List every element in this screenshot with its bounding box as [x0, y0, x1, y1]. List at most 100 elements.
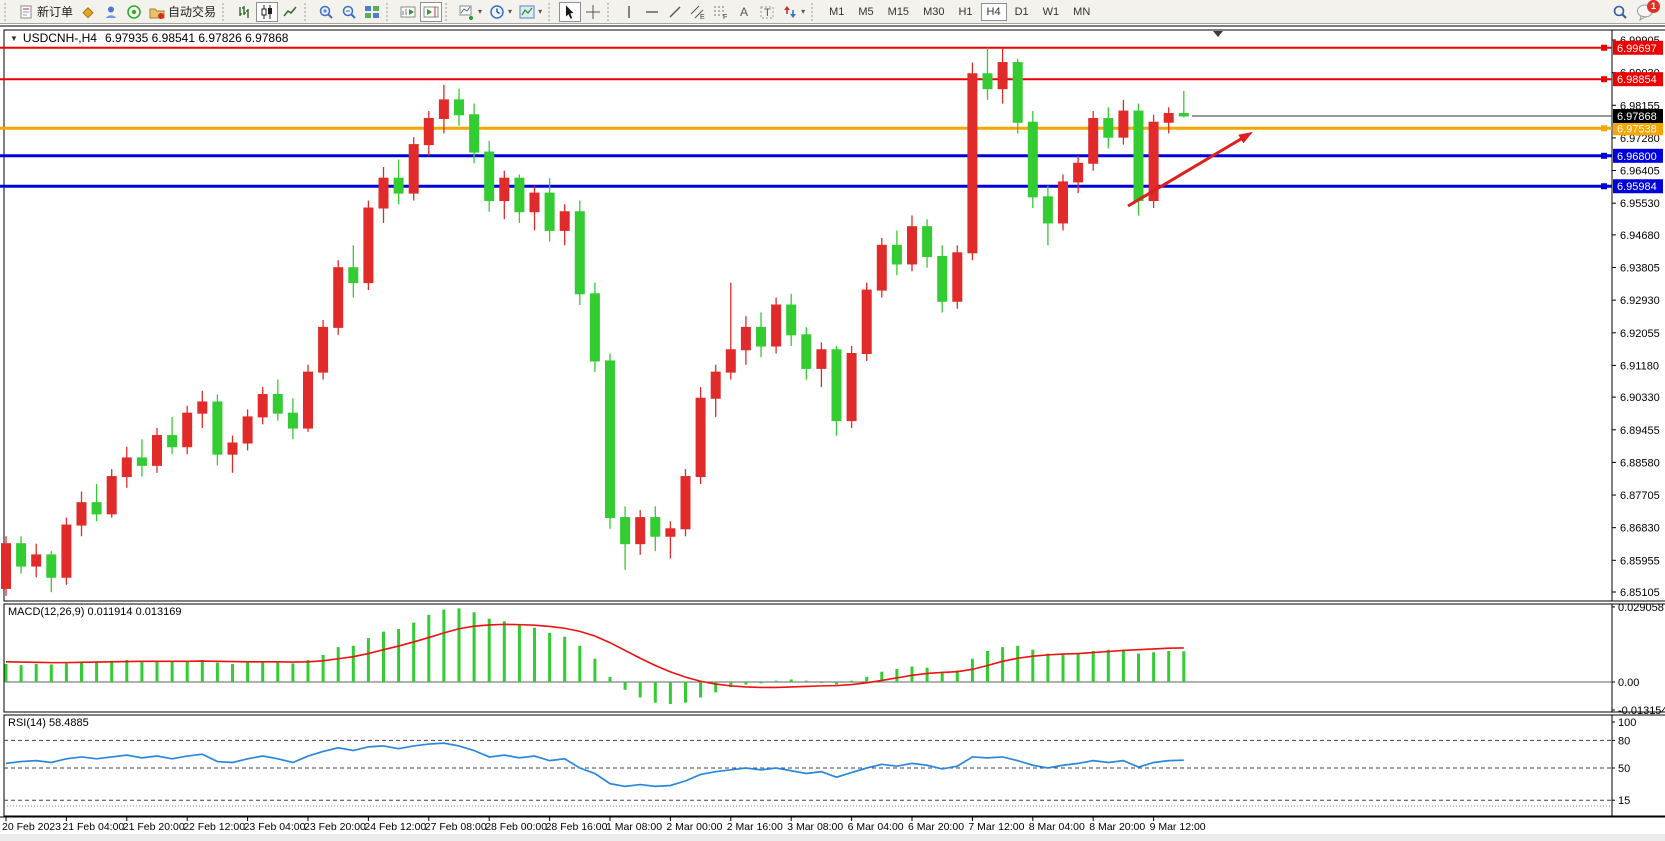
bar-chart-button[interactable] — [233, 2, 255, 22]
search-button[interactable] — [1609, 2, 1631, 22]
macd-histogram-bar — [502, 621, 506, 682]
timeframe-h4-button[interactable]: H4 — [980, 3, 1007, 21]
toolbar-grip[interactable] — [811, 2, 818, 21]
macd-histogram-bar — [442, 609, 446, 682]
macd-histogram-bar — [608, 676, 612, 682]
macd-histogram-bar — [185, 661, 189, 682]
crosshair-button[interactable] — [582, 2, 604, 22]
macd-histogram-bar — [1091, 650, 1095, 682]
indicators-button[interactable]: ▾ — [456, 2, 485, 22]
candle-body — [1088, 118, 1099, 164]
zoom-in-button[interactable] — [315, 2, 337, 22]
chart-shift-icon — [423, 4, 439, 20]
timeframe-m15-button[interactable]: M15 — [887, 6, 910, 18]
chevron-down-icon: ▾ — [478, 6, 483, 16]
candle-body — [982, 73, 993, 90]
chart-shift-button[interactable] — [420, 1, 443, 22]
macd-histogram-bar — [744, 682, 748, 685]
candle-body — [756, 326, 766, 347]
timeframe-m1-button[interactable]: M1 — [829, 6, 845, 18]
macd-histogram-bar — [336, 647, 340, 682]
macd-histogram-bar — [684, 682, 687, 703]
macd-histogram-bar — [64, 663, 68, 682]
price-axis-tick: 6.88580 — [1620, 457, 1660, 469]
template-chart-icon — [519, 4, 535, 20]
timeframe-m30-button[interactable]: M30 — [923, 6, 945, 18]
rsi-axis-label: 50 — [1618, 763, 1630, 775]
equidistant-channel-button[interactable]: E — [687, 2, 709, 22]
toolbar-grip[interactable] — [4, 2, 11, 21]
text-button[interactable]: A — [733, 2, 755, 22]
chevron-down-icon: ▾ — [508, 6, 513, 16]
candle-body — [650, 517, 661, 537]
macd-histogram-bar — [110, 660, 114, 682]
time-axis-label: 7 Mar 12:00 — [968, 821, 1024, 833]
fibonacci-button[interactable]: F — [710, 2, 732, 22]
auto-trading-label: 自动交易 — [168, 5, 217, 19]
candle-body — [786, 304, 797, 336]
auto-trading-button[interactable]: 自动交易 — [146, 2, 219, 22]
trendline-button[interactable] — [664, 2, 686, 22]
toolbar-grip[interactable] — [222, 2, 229, 21]
rsi-line — [5, 742, 1184, 788]
candle-body — [197, 401, 208, 414]
macd-histogram-bar — [80, 661, 83, 682]
time-axis-label: 2 Mar 16:00 — [727, 821, 783, 833]
auto-scroll-button[interactable] — [397, 2, 419, 22]
macd-histogram-bar — [819, 682, 823, 683]
chart-shift-marker[interactable] — [1213, 31, 1223, 37]
clock-icon — [489, 4, 505, 20]
candle-body — [484, 151, 495, 202]
macd-histogram-bar — [955, 670, 959, 682]
candle-body — [529, 192, 540, 213]
macd-histogram-bar — [865, 676, 869, 682]
crosshair-icon — [585, 4, 601, 20]
timeframe-w1-button[interactable]: W1 — [1042, 6, 1060, 18]
candle-body — [922, 226, 933, 258]
text-label-button[interactable]: T — [756, 2, 778, 22]
macd-axis-label: 0.00 — [1618, 677, 1639, 689]
macd-histogram-bar — [623, 682, 627, 690]
time-axis-label: 21 Feb 04:00 — [62, 821, 124, 833]
toolbar-grip[interactable] — [445, 2, 452, 21]
metaeditor-button[interactable] — [77, 2, 99, 22]
vertical-line-button[interactable] — [618, 2, 640, 22]
chart-pane[interactable] — [3, 603, 1613, 713]
tile-windows-button[interactable] — [361, 2, 383, 22]
macd-histogram-bar — [49, 664, 53, 682]
market-button[interactable] — [100, 2, 122, 22]
signals-button[interactable] — [123, 2, 145, 22]
chat-button[interactable]: 1 — [1635, 0, 1660, 22]
macd-histogram-bar — [95, 661, 99, 682]
toolbar-grip[interactable] — [386, 2, 393, 21]
macd-histogram-bar — [986, 650, 989, 682]
candle-body — [1103, 118, 1114, 138]
chart-pane[interactable] — [3, 714, 1613, 817]
zoom-out-button[interactable] — [338, 2, 360, 22]
collapse-triangle-icon[interactable]: ▼ — [10, 34, 18, 43]
timeframe-d1-button[interactable]: D1 — [1014, 6, 1029, 18]
candlestick-button[interactable] — [256, 1, 279, 22]
chart-pane[interactable] — [3, 29, 1613, 602]
notification-badge: 1 — [1647, 0, 1660, 13]
timeframe-m5-button[interactable]: M5 — [858, 6, 874, 18]
toolbar-grip[interactable] — [304, 2, 311, 21]
horizontal-line-button[interactable] — [641, 2, 663, 22]
candle-body — [408, 144, 419, 194]
macd-histogram-bar — [4, 663, 8, 682]
periods-button[interactable]: ▾ — [486, 2, 515, 22]
line-chart-button[interactable] — [279, 2, 301, 22]
timeframe-mn-button[interactable]: MN — [1073, 6, 1091, 18]
toolbar-grip[interactable] — [607, 2, 614, 21]
candle-body — [46, 554, 57, 578]
toolbar-grip[interactable] — [548, 2, 555, 21]
timeframe-h1-button[interactable]: H1 — [958, 6, 973, 18]
cursor-button[interactable] — [559, 1, 582, 22]
svg-text:6.97868: 6.97868 — [1617, 111, 1657, 123]
trend-arrow-annotation[interactable] — [1127, 134, 1247, 208]
arrows-button[interactable]: ▾ — [779, 2, 808, 22]
new-order-button[interactable]: 新订单 — [15, 2, 76, 22]
templates-button[interactable]: ▾ — [516, 2, 545, 22]
svg-text:6.98854: 6.98854 — [1617, 74, 1657, 86]
